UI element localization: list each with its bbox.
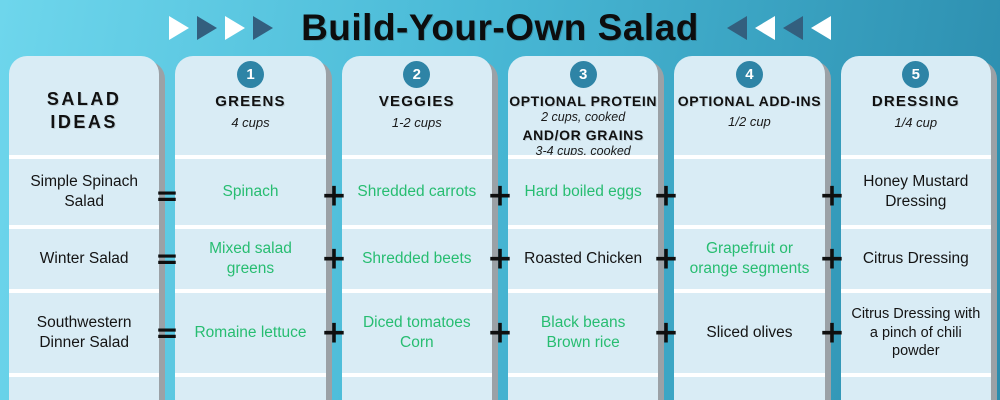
card-footer	[341, 373, 492, 400]
column-header-dressing: 5 DRESSING 1/4 cup	[841, 56, 991, 155]
equals-icon: =	[155, 179, 179, 212]
equals-icon: =	[155, 242, 179, 275]
arrow-right-icon	[225, 16, 246, 40]
cell-dressing-row1: Honey Mustard Dressing	[840, 155, 991, 225]
column-card-dressing: 5 DRESSING 1/4 cup Honey Mustard Dressin…	[840, 56, 991, 400]
column-title-secondary: AND/OR GRAINS	[522, 127, 644, 144]
column-header-salad-ideas: SALAD IDEAS	[9, 56, 159, 155]
step-badge-5: 5	[902, 61, 930, 88]
cell-protein-row1: Hard boiled eggs	[507, 155, 659, 225]
step-badge-2: 2	[403, 61, 431, 88]
column-card-protein-grains: 3 OPTIONAL PROTEIN 2 cups, cooked AND/OR…	[507, 56, 659, 400]
title-bar: Build-Your-Own Salad	[0, 0, 1000, 56]
columns-container: SALAD IDEAS Simple Spinach Salad Winter …	[0, 56, 1000, 400]
left-arrows	[169, 16, 274, 40]
column-header-protein-grains: 3 OPTIONAL PROTEIN 2 cups, cooked AND/OR…	[508, 56, 658, 159]
column-header-add-ins: 4 OPTIONAL ADD-INS 1/2 cup	[674, 56, 824, 155]
column-amount: 4 cups	[231, 115, 270, 131]
column-amount: 1/4 cup	[894, 115, 938, 131]
plus-icon: +	[653, 240, 679, 277]
right-arrows	[726, 16, 831, 40]
column-amount: 1-2 cups	[391, 115, 442, 131]
arrow-right-icon	[169, 16, 190, 40]
card-footer	[9, 373, 160, 400]
cell-protein-row2: Roasted Chicken	[507, 225, 659, 289]
column-title: VEGGIES	[378, 93, 455, 110]
plus-icon: +	[487, 314, 513, 351]
column-card-salad-ideas: SALAD IDEAS Simple Spinach Salad Winter …	[9, 56, 160, 400]
column-amount-secondary: 3-4 cups, cooked	[535, 144, 631, 159]
column-title: OPTIONAL PROTEIN	[509, 93, 658, 109]
arrow-right-icon	[197, 16, 218, 40]
arrow-right-icon	[253, 16, 274, 40]
step-badge-3: 3	[569, 61, 597, 88]
arrow-left-icon	[782, 16, 803, 40]
card-footer	[840, 373, 991, 400]
column-card-greens: 1 GREENS 4 cups Spinach Mixed salad gree…	[175, 56, 326, 400]
column-card-add-ins: 4 OPTIONAL ADD-INS 1/2 cup Grapefruit or…	[674, 56, 825, 400]
cell-salad-ideas-row1: Simple Spinach Salad	[9, 155, 160, 225]
cell-dressing-row3: Citrus Dressing with a pinch of chili po…	[840, 289, 991, 373]
column-header-veggies: 2 VEGGIES 1-2 cups	[342, 56, 492, 155]
cell-salad-ideas-row3: Southwestern Dinner Salad	[9, 289, 160, 373]
page-title: Build-Your-Own Salad	[301, 7, 699, 48]
arrow-left-icon	[810, 16, 831, 40]
plus-icon: +	[819, 240, 845, 277]
cell-protein-row3: Black beans Brown rice	[507, 289, 659, 373]
plus-icon: +	[321, 240, 347, 277]
cell-add-ins-row1-empty	[674, 155, 825, 225]
plus-icon: +	[653, 177, 679, 214]
step-badge-1: 1	[236, 61, 264, 88]
column-amount: 2 cups, cooked	[541, 110, 626, 125]
card-footer	[507, 373, 659, 400]
cell-salad-ideas-row2: Winter Salad	[9, 225, 160, 289]
plus-icon: +	[819, 314, 845, 351]
plus-icon: +	[653, 314, 679, 351]
column-amount: 1/2 cup	[728, 114, 771, 130]
cell-greens-row2: Mixed salad greens	[175, 225, 326, 289]
column-card-veggies: 2 VEGGIES 1-2 cups Shredded carrots Shre…	[341, 56, 492, 400]
plus-icon: +	[819, 177, 845, 214]
equals-icon: =	[155, 316, 179, 349]
cell-greens-row1: Spinach	[175, 155, 326, 225]
cell-greens-row3: Romaine lettuce	[175, 289, 326, 373]
plus-icon: +	[321, 177, 347, 214]
column-header-greens: 1 GREENS 4 cups	[175, 56, 325, 155]
card-footer	[674, 373, 825, 400]
column-title: OPTIONAL ADD-INS	[677, 93, 822, 109]
cell-add-ins-row2: Grapefruit or orange segments	[674, 225, 825, 289]
plus-icon: +	[321, 314, 347, 351]
plus-icon: +	[487, 240, 513, 277]
cell-veggies-row1: Shredded carrots	[341, 155, 492, 225]
arrow-left-icon	[754, 16, 775, 40]
column-title: SALAD IDEAS	[46, 89, 122, 132]
cell-dressing-row2: Citrus Dressing	[840, 225, 991, 289]
arrow-left-icon	[726, 16, 747, 40]
plus-icon: +	[487, 177, 513, 214]
column-title: DRESSING	[871, 93, 960, 110]
cell-add-ins-row3: Sliced olives	[674, 289, 825, 373]
column-title: GREENS	[215, 93, 286, 110]
cell-veggies-row3: Diced tomatoes Corn	[341, 289, 492, 373]
card-footer	[175, 373, 326, 400]
step-badge-4: 4	[735, 61, 763, 88]
cell-veggies-row2: Shredded beets	[341, 225, 492, 289]
